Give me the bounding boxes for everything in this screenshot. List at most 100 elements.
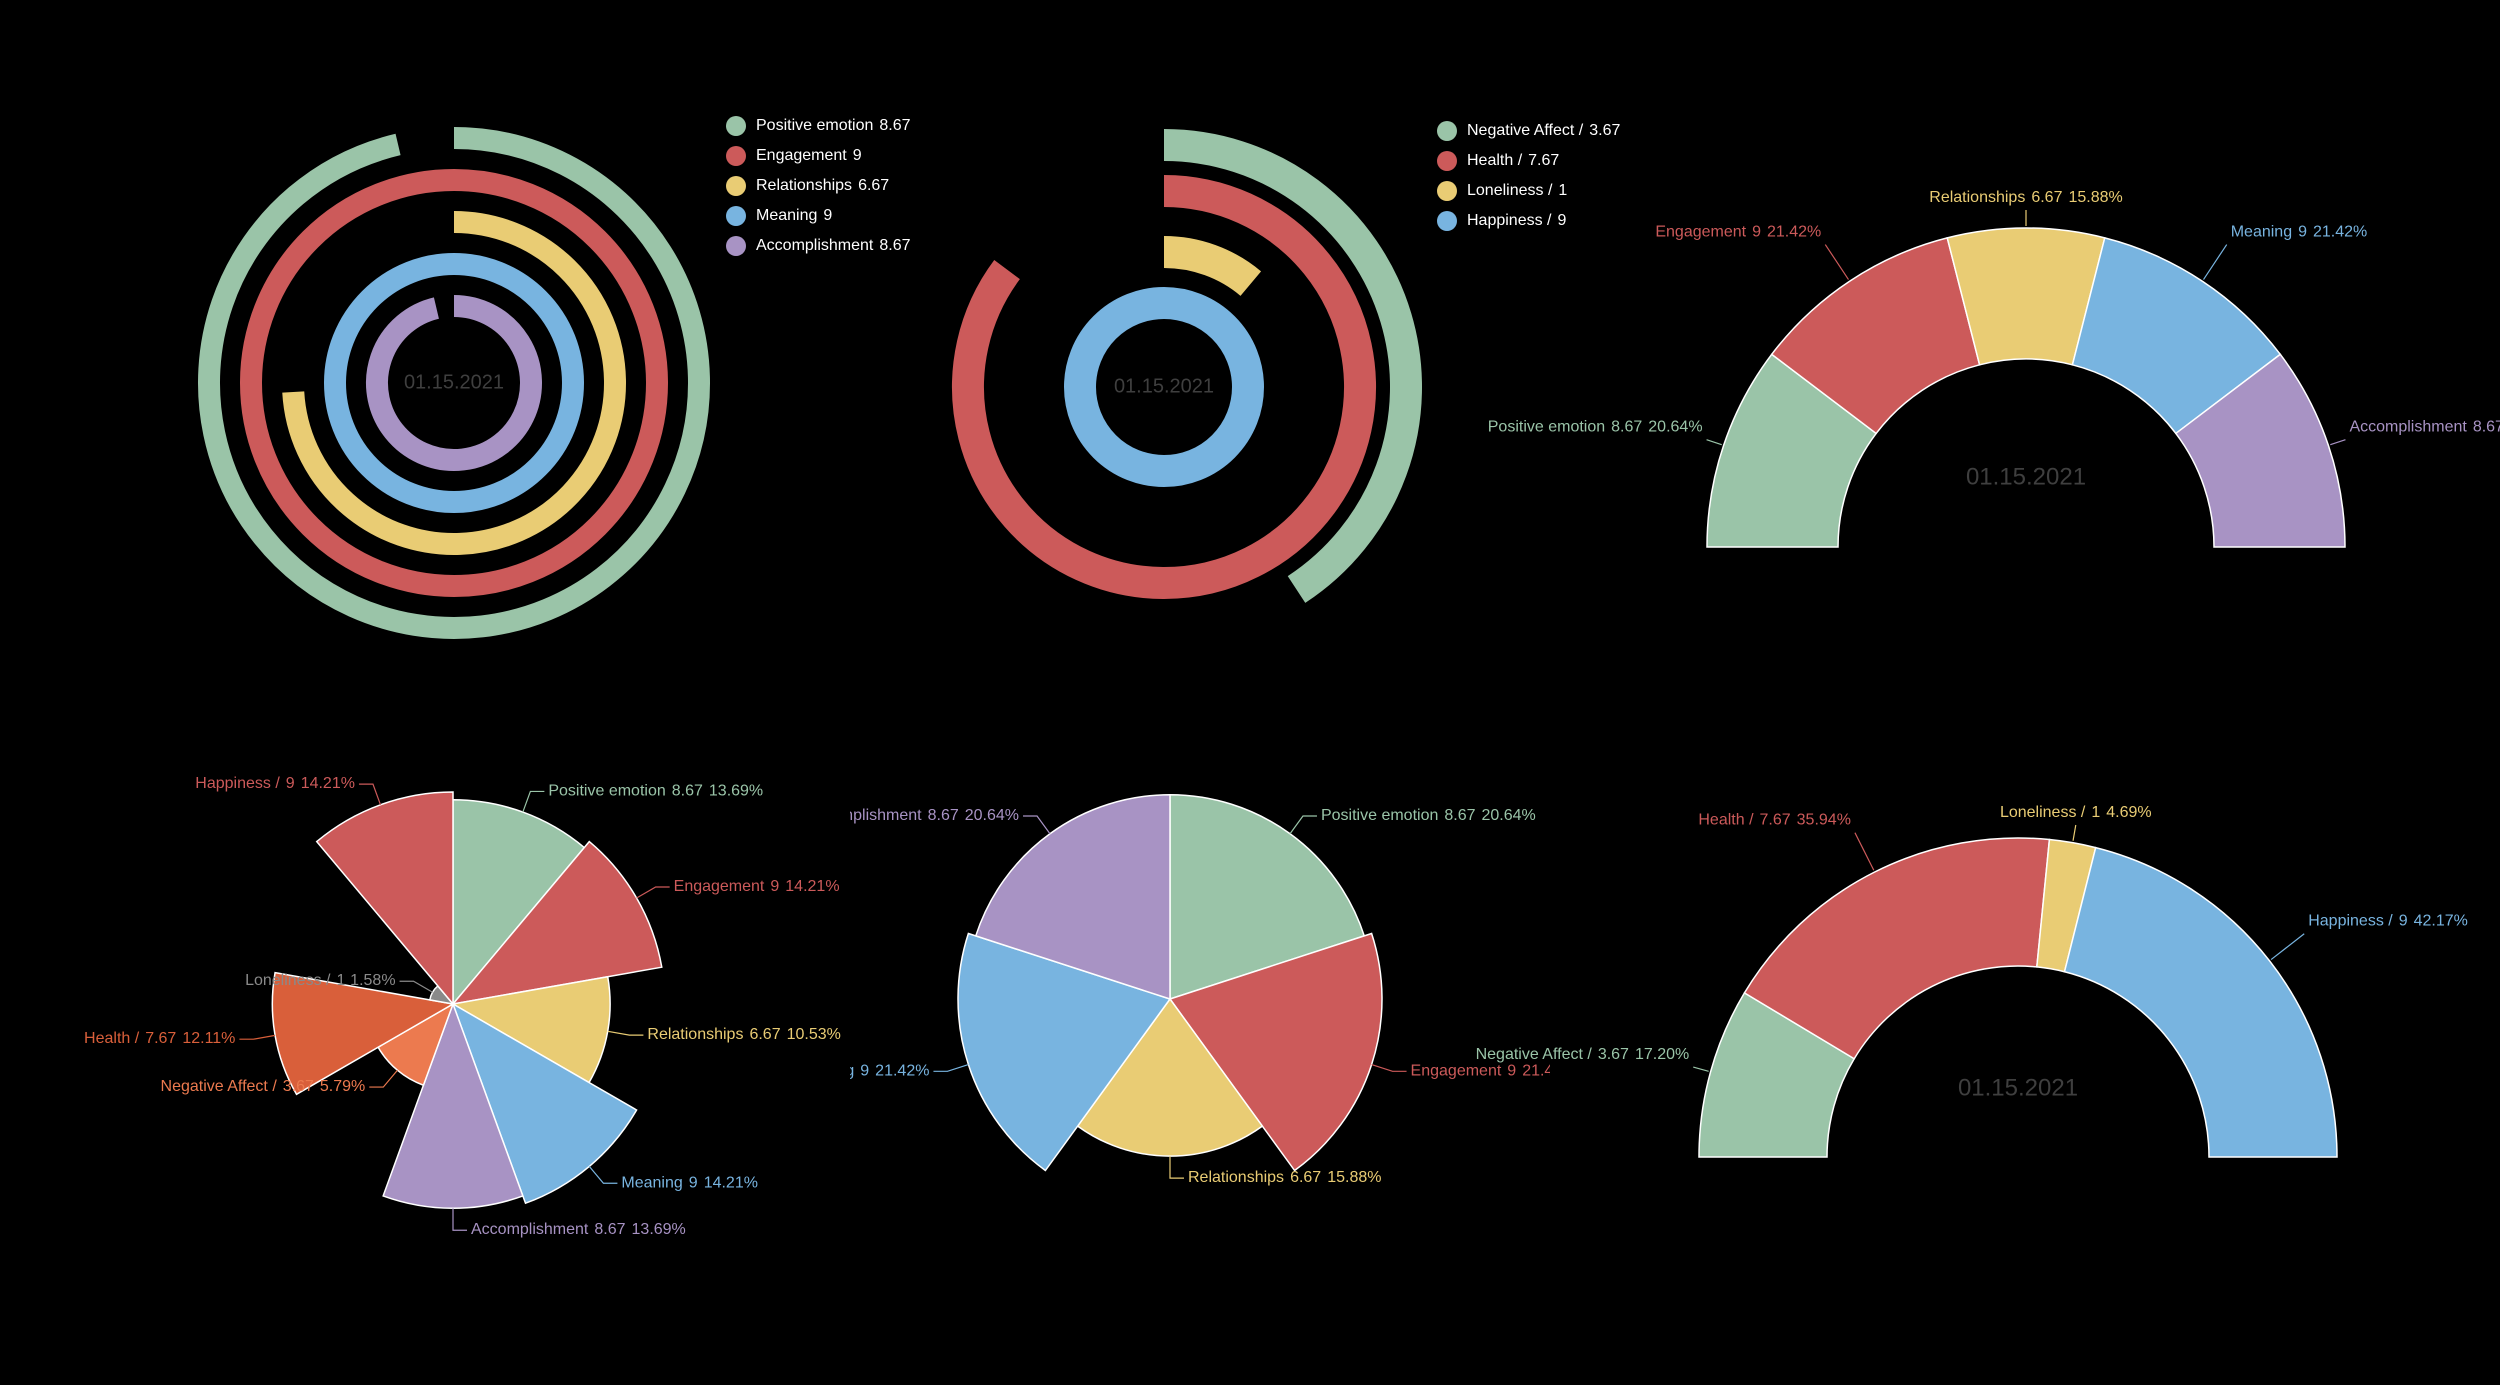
label-part: 9 xyxy=(286,775,295,792)
label-part: 6.67 xyxy=(1290,1169,1321,1186)
label-part: Positive emotion xyxy=(1488,419,1605,436)
legend-entry: Health / 7.67 xyxy=(1467,152,1559,169)
label-part: Accomplishment xyxy=(2349,419,2467,436)
label-part: 20.64% xyxy=(1648,419,1702,436)
legend-swatch xyxy=(726,146,746,166)
label-part: 4.69% xyxy=(2106,804,2151,821)
slice-label: Engagement 9 21.42% xyxy=(1411,1063,1577,1080)
chart-panel: Positive emotion 8.67 13.69% Engagement 9 14.… xyxy=(84,775,841,1238)
ring-bar xyxy=(198,127,710,639)
label-part: 21.42% xyxy=(1767,224,1821,241)
ring-bar xyxy=(1163,129,1422,603)
label-part: Negative Affect / xyxy=(161,1078,278,1095)
label-part: 8.67 xyxy=(594,1221,625,1238)
leader-line xyxy=(933,1063,969,1072)
chart-panel: 01.15.2021 Negative Affect / 3.67 Health / 7… xyxy=(952,121,1620,603)
slice-label: Relationships 6.67 15.88% xyxy=(1929,189,2122,206)
leader-line xyxy=(1023,815,1051,835)
slice xyxy=(315,791,454,1007)
leader-line xyxy=(452,1208,467,1231)
label-part: 7.67 xyxy=(1760,812,1791,829)
chart-panel: 01.15.2021 Positive emotion 8.67 Engagement… xyxy=(198,116,911,639)
slice xyxy=(1169,794,1366,1001)
label-part: 1 xyxy=(2091,804,2100,821)
chart-panel: Negative Affect / 3.67 17.20% Health / 7.67 3… xyxy=(1476,804,2468,1158)
legend-entry: Positive emotion 8.67 xyxy=(756,117,911,134)
leader-line xyxy=(522,790,545,813)
slice-label: Negative Affect / 3.67 17.20% xyxy=(1476,1046,1690,1063)
slice-label: Positive emotion 8.67 13.69% xyxy=(548,783,763,800)
legend-name: Positive emotion xyxy=(756,117,873,134)
ring-bar xyxy=(366,295,542,471)
label-part: 13.69% xyxy=(632,1221,686,1238)
label-part: 9 xyxy=(770,878,779,895)
slice-label: Relationships 6.67 10.53% xyxy=(647,1026,840,1043)
legend-entry: Happiness / 9 xyxy=(1467,212,1567,229)
ring-bar xyxy=(1064,287,1264,487)
chart-panel: Positive emotion 8.67 20.64% Engagement 9 21.… xyxy=(1488,189,2500,548)
slice-label: Accomplishment 8.67 13.69% xyxy=(471,1221,686,1238)
legend-swatch xyxy=(1437,151,1457,171)
leader-line xyxy=(1824,244,1850,280)
slice-label: Positive emotion 8.67 20.64% xyxy=(1488,419,1703,436)
slice-label: Negative Affect / 3.67 5.79% xyxy=(161,1078,366,1095)
label-part: Health / xyxy=(84,1030,140,1047)
legend-name: Loneliness / xyxy=(1467,182,1553,199)
legend-value: 8.67 xyxy=(879,237,910,254)
center-label: 01.15.2021 xyxy=(1966,463,2086,490)
ring-bar xyxy=(952,175,1376,599)
slice xyxy=(974,794,1171,1001)
label-part: Engagement xyxy=(1655,224,1746,241)
label-part: 8.67 xyxy=(2473,419,2500,436)
legend-entry: Engagement 9 xyxy=(756,147,862,164)
label-part: 8.67 xyxy=(1444,807,1475,824)
label-part: 17.20% xyxy=(1635,1046,1689,1063)
slice-label: Health / 7.67 35.94% xyxy=(1698,812,1851,829)
leader-line xyxy=(607,1030,644,1036)
leader-line xyxy=(1693,1066,1709,1072)
label-part: 14.21% xyxy=(301,775,355,792)
leader-line xyxy=(588,1166,618,1184)
slice xyxy=(2063,846,2338,1158)
legend-entry: Meaning 9 xyxy=(756,207,832,224)
center-label: 01.15.2021 xyxy=(1958,1074,2078,1101)
ring-bar xyxy=(1163,236,1262,297)
label-part: 5.79% xyxy=(320,1078,365,1095)
label-part: Accomplishment xyxy=(471,1221,589,1238)
slice xyxy=(2174,353,2346,548)
legend-swatch xyxy=(1437,121,1457,141)
legend-entry: Loneliness / 1 xyxy=(1467,182,1567,199)
label-part: 35.94% xyxy=(1797,812,1851,829)
slice xyxy=(1168,932,1383,1172)
label-part: 6.67 xyxy=(749,1026,780,1043)
legend-name: Meaning xyxy=(756,207,817,224)
label-part: 8.67 xyxy=(1611,419,1642,436)
legend-value: 9 xyxy=(853,147,862,164)
legend-name: Relationships xyxy=(756,177,852,194)
slice-label: Health / 7.67 12.11% xyxy=(84,1030,235,1047)
label-part: 20.64% xyxy=(965,807,1019,824)
legend-value: 1 xyxy=(1558,182,1567,199)
label-part: 9 xyxy=(1507,1063,1516,1080)
legend-name: Health / xyxy=(1467,152,1523,169)
slice-label: Meaning 9 21.42% xyxy=(793,1063,930,1080)
slice-label: Loneliness / 1 1.58% xyxy=(245,972,395,989)
label-part: 21.42% xyxy=(2313,224,2367,241)
label-part: 21.42% xyxy=(875,1063,929,1080)
label-part: 14.21% xyxy=(785,878,839,895)
label-part: 7.67 xyxy=(145,1030,176,1047)
label-part: Loneliness / xyxy=(245,972,331,989)
ring-bar xyxy=(240,169,668,597)
label-part: 15.88% xyxy=(1327,1169,1381,1186)
slice-label: Happiness / 9 42.17% xyxy=(2308,913,2468,930)
legend-value: 8.67 xyxy=(879,117,910,134)
slice xyxy=(450,975,611,1084)
leader-line xyxy=(399,980,433,993)
legend-swatch xyxy=(1437,211,1457,231)
center-label: 01.15.2021 xyxy=(404,371,504,393)
leader-line xyxy=(358,783,382,805)
label-part: 15.88% xyxy=(2068,189,2122,206)
leader-line xyxy=(636,886,670,899)
